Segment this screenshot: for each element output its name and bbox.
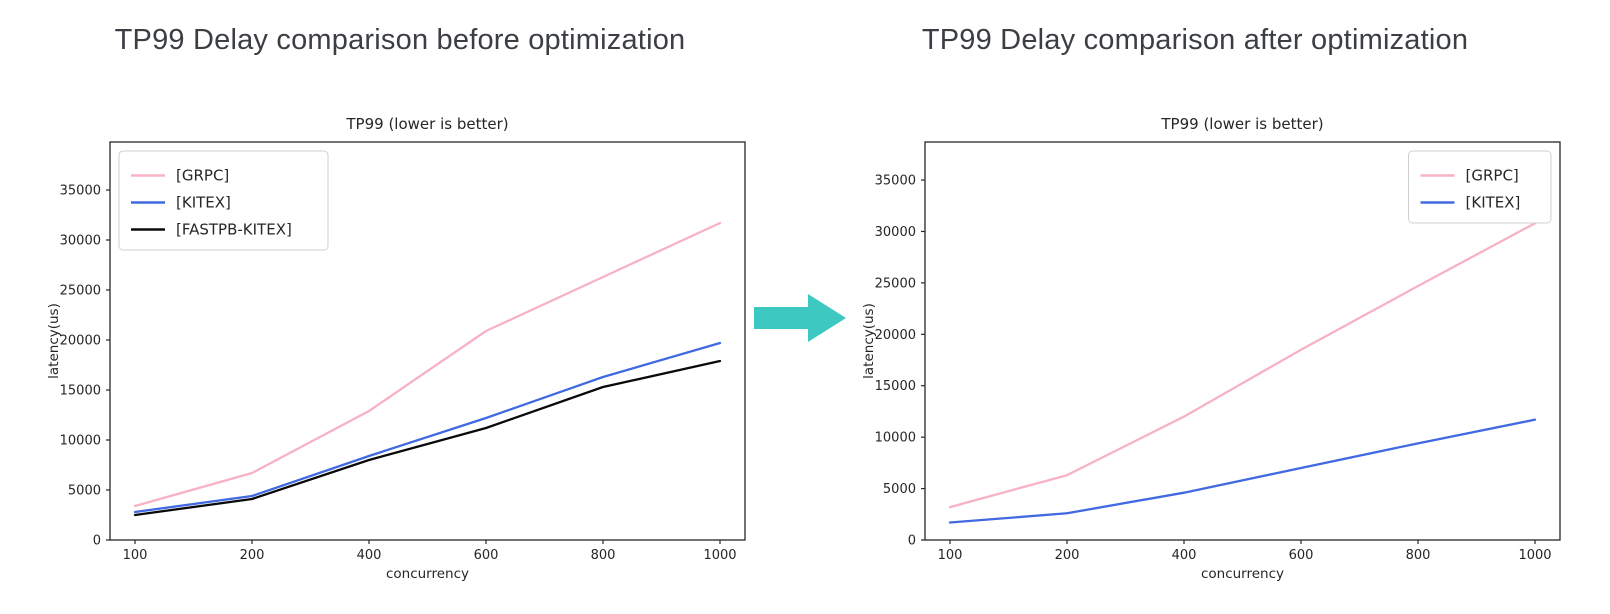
x-tick-label: 400 [357, 548, 382, 563]
after-chart-heading: TP99 Delay comparison after optimization [921, 24, 1469, 56]
y-axis-label: latency(us) [861, 303, 877, 379]
x-tick-label: 200 [240, 548, 265, 563]
y-tick-label: 20000 [875, 328, 916, 343]
transform-arrow [754, 294, 846, 342]
y-tick-label: 20000 [60, 334, 101, 349]
x-tick-label: 800 [591, 548, 616, 563]
chart-title: TP99 (lower is better) [345, 115, 508, 133]
y-tick-label: 10000 [60, 434, 101, 449]
y-tick-label: 15000 [60, 384, 101, 399]
right-arrow-icon [754, 294, 846, 342]
legend-label: [FASTPB-KITEX] [176, 221, 292, 239]
x-tick-label: 1000 [703, 548, 736, 563]
legend-label: [KITEX] [176, 194, 231, 212]
x-tick-label: 400 [1172, 548, 1197, 563]
x-tick-label: 600 [1289, 548, 1314, 563]
x-tick-label: 600 [474, 548, 499, 563]
legend-label: [GRPC] [176, 167, 229, 185]
y-tick-label: 25000 [875, 276, 916, 291]
y-tick-label: 25000 [60, 284, 101, 299]
before-chart-canvas: TP99 (lower is better) 0 5000 10000 15000 200… [46, 115, 746, 582]
x-tick-label: 1000 [1518, 548, 1551, 563]
legend-label: [KITEX] [1466, 194, 1521, 212]
x-tick-label: 800 [1406, 548, 1431, 563]
series-line-grpc [133, 221, 722, 508]
y-tick-label: 35000 [875, 174, 916, 189]
series-line-kitex [133, 341, 722, 514]
series-line-grpc [948, 222, 1537, 509]
y-tick-label: 30000 [875, 225, 916, 240]
x-axis-label: concurrency [1201, 566, 1284, 582]
axes-box [924, 141, 1561, 541]
x-tick-label: 100 [123, 548, 148, 563]
after-chart-canvas: TP99 (lower is better) 0 5000 10000 15000 200… [861, 115, 1561, 582]
y-tick-label: 0 [908, 534, 916, 549]
y-tick-label: 10000 [875, 431, 916, 446]
y-tick-label: 35000 [60, 184, 101, 199]
y-tick-label: 5000 [883, 482, 916, 497]
legend-label: [GRPC] [1466, 167, 1519, 185]
series-line-fastpb-kitex [133, 359, 722, 517]
legend-box [1408, 150, 1552, 224]
legend-box [118, 150, 329, 251]
before-chart-heading: TP99 Delay comparison before optimizatio… [114, 24, 686, 56]
x-tick-label: 200 [1055, 548, 1080, 563]
x-axis-label: concurrency [386, 566, 469, 582]
axes-box [109, 141, 746, 541]
chart-title: TP99 (lower is better) [1160, 115, 1323, 133]
y-tick-label: 30000 [60, 234, 101, 249]
y-tick-label: 0 [93, 534, 101, 549]
y-tick-label: 5000 [68, 484, 101, 499]
y-axis-label: latency(us) [46, 303, 62, 379]
series-line-kitex [948, 418, 1537, 524]
y-tick-label: 15000 [875, 379, 916, 394]
x-tick-label: 100 [938, 548, 963, 563]
